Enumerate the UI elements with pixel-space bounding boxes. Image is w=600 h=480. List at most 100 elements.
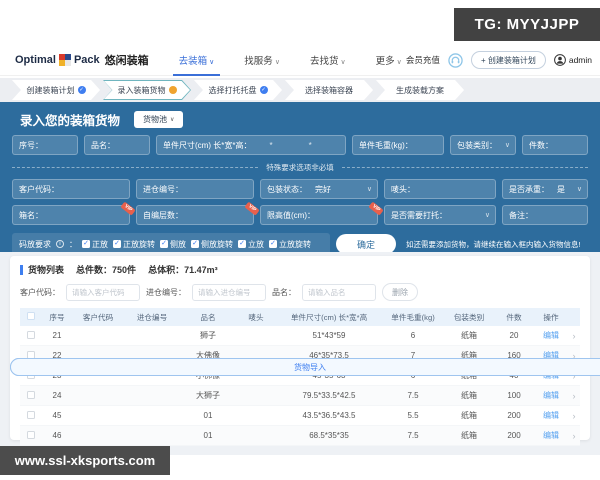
box-name-field[interactable]: 箱名： VIP <box>12 201 136 225</box>
vip-badge: VIP <box>368 201 384 216</box>
table-row[interactable]: 24 大狮子 79.5*33.5*42.5 7.5 纸箱 100 编辑 › <box>20 386 580 406</box>
info-icon[interactable]: i <box>56 240 64 248</box>
nav-item-find-cargo[interactable]: 去找货 ∨ <box>309 56 346 67</box>
checkbox-checked-icon: ✓ <box>160 240 168 248</box>
app-logo[interactable]: Optimal Pack 悠闲装箱 <box>15 52 149 68</box>
edit-link[interactable]: 编辑 <box>543 411 559 420</box>
vip-badge: VIP <box>120 201 136 216</box>
checkbox-side-rotate[interactable]: ✓ 侧放旋转 <box>191 239 233 249</box>
cargo-pool-button[interactable]: 货物池 ∨ <box>134 111 184 128</box>
chevron-right-icon[interactable]: › <box>572 430 576 441</box>
row-checkbox[interactable] <box>27 430 35 439</box>
delete-button[interactable]: 删除 <box>382 283 418 301</box>
edit-link[interactable]: 编辑 <box>543 431 559 440</box>
chevron-down-icon: ∨ <box>366 186 372 193</box>
warehouse-no-input[interactable] <box>192 283 266 301</box>
cell-package: 纸箱 <box>461 431 477 440</box>
step-generate-plan[interactable]: 生成装载方案 <box>376 80 464 100</box>
select-all-checkbox[interactable] <box>27 312 35 320</box>
checkbox-stand[interactable]: ✓ 立放 <box>238 239 264 249</box>
stacking-row: 码放要求 i： ✓ 正放 ✓ 正放旋转 ✓ 侧放 ✓ 侧放旋转 ✓ 立放 ✓ 立放旋转 确定 … <box>12 233 588 255</box>
col-customer: 客户代码 <box>82 312 114 322</box>
height-limit-field[interactable]: 限高值(cm)： VIP <box>260 201 384 225</box>
qty-field[interactable]: 件数： <box>522 135 588 155</box>
edit-link[interactable]: 编辑 <box>543 331 559 340</box>
step-select-pallet[interactable]: 选择打托托盘 ✓ <box>194 80 282 100</box>
cell-package: 纸箱 <box>461 391 477 400</box>
customer-code-input[interactable] <box>66 283 140 301</box>
seq-field[interactable]: 序号： <box>12 135 78 155</box>
logo-text-pack: Pack <box>73 54 100 66</box>
need-pallet-select[interactable]: 是否需要打托： ∨ <box>384 205 496 225</box>
checkbox-upright[interactable]: ✓ 正放 <box>82 239 108 249</box>
step-enter-cargo[interactable]: 录入装箱货物 <box>103 80 191 100</box>
name-field[interactable]: 品名： <box>84 135 150 155</box>
table-row[interactable]: 45 01 43.5*36.5*43.5 5.5 纸箱 200 编辑 › <box>20 406 580 426</box>
edit-link[interactable]: 编辑 <box>543 391 559 400</box>
row-checkbox[interactable] <box>27 410 35 419</box>
cell-weight: 7.5 <box>407 391 419 400</box>
tg-overlay-badge: TG: MYYJJPP <box>454 8 600 41</box>
bearing-select[interactable]: 是否承重：是 ∨ <box>502 179 588 199</box>
user-menu[interactable]: admin <box>553 54 592 66</box>
chevron-right-icon[interactable]: › <box>572 390 576 401</box>
row-checkbox[interactable] <box>27 330 35 339</box>
warehouse-no-field[interactable]: 进仓编号： <box>136 179 254 199</box>
customer-service-icon[interactable] <box>448 52 463 68</box>
nav-item-more[interactable]: 更多 ∨ <box>375 56 402 67</box>
create-plan-button[interactable]: + 创建装箱计划 <box>470 51 546 69</box>
chevron-right-icon[interactable]: › <box>572 330 576 341</box>
chevron-right-icon[interactable]: › <box>572 350 576 361</box>
customer-code-field[interactable]: 客户代码： <box>12 179 130 199</box>
import-cargo-button[interactable]: 货物导入 <box>10 358 600 376</box>
cell-seq: 24 <box>52 391 62 400</box>
cell-name: 大佛像 <box>196 351 220 360</box>
panel-header: 货物列表 总件数：750件 总体积：71.47m³ <box>20 263 580 276</box>
username: admin <box>568 55 592 65</box>
header-right: 会员充值 + 创建装箱计划 admin <box>406 51 592 69</box>
pack-state-select[interactable]: 包装状态： 完好 ∨ <box>260 179 378 199</box>
cargo-entry-section: 录入您的装箱货物 货物池 ∨ 序号： 品名： 单件尺寸(cm) 长*宽*高： * … <box>0 102 600 255</box>
form-row-3: 箱名： VIP 自编层数： VIP 限高值(cm)： VIP 是否需要打托： ∨ 备注： <box>12 201 588 225</box>
product-name-input[interactable] <box>302 283 376 301</box>
cell-seq: 46 <box>52 431 62 440</box>
step-select-container[interactable]: 选择装箱容器 <box>285 80 373 100</box>
form-row-1: 序号： 品名： 单件尺寸(cm) 长*宽*高： * * 单件毛重(kg)： 包装… <box>12 135 588 155</box>
table-row[interactable]: 21 狮子 51*43*59 6 纸箱 20 编辑 › <box>20 326 580 346</box>
confirm-button[interactable]: 确定 <box>336 234 396 254</box>
remark-field[interactable]: 备注： <box>502 205 588 225</box>
shipping-mark-field[interactable]: 唛头： <box>384 179 496 199</box>
checkbox-stand-rotate[interactable]: ✓ 立放旋转 <box>269 239 311 249</box>
filter-label-customer: 客户代码： <box>20 287 60 297</box>
size-field[interactable]: 单件尺寸(cm) 长*宽*高： * * <box>156 135 346 155</box>
cell-name: 01 <box>203 411 213 420</box>
cargo-table-body: 21 狮子 51*43*59 6 纸箱 20 编辑 › 22 大佛像 46*35… <box>20 326 580 446</box>
package-type-select[interactable]: 包装类别： ∨ <box>450 135 516 155</box>
cell-name: 狮子 <box>200 331 216 340</box>
edit-link[interactable]: 编辑 <box>543 351 559 360</box>
step-done-icon: ✓ <box>79 87 84 93</box>
chevron-right-icon[interactable]: › <box>572 410 576 421</box>
cell-name: 01 <box>203 431 213 440</box>
checkbox-side[interactable]: ✓ 侧放 <box>160 239 186 249</box>
col-package: 包装类别 <box>453 312 485 322</box>
step-done-icon: ✓ <box>261 87 266 93</box>
nav-item-services[interactable]: 找服务 ∨ <box>244 56 280 67</box>
cell-qty: 160 <box>507 351 521 360</box>
chevron-down-icon: ∨ <box>170 117 175 123</box>
cell-size: 43.5*36.5*43.5 <box>302 411 356 420</box>
table-row[interactable]: 46 01 68.5*35*35 7.5 纸箱 200 编辑 › <box>20 426 580 446</box>
col-mark: 唛头 <box>248 312 264 322</box>
step-create-plan[interactable]: 创建装箱计划 ✓ <box>12 80 100 100</box>
member-recharge-link[interactable]: 会员充值 <box>405 55 440 65</box>
weight-field[interactable]: 单件毛重(kg)： <box>352 135 444 155</box>
checkbox-upright-rotate[interactable]: ✓ 正放旋转 <box>113 239 155 249</box>
form-row-2: 客户代码： 进仓编号： 包装状态： 完好 ∨ 唛头： 是否承重：是 ∨ <box>12 179 588 199</box>
cell-package: 纸箱 <box>461 331 477 340</box>
logo-text-optimal: Optimal <box>15 54 56 66</box>
row-checkbox[interactable] <box>27 390 35 399</box>
nav-item-pack[interactable]: 去装箱 ∨ <box>172 44 220 76</box>
checkbox-checked-icon: ✓ <box>269 240 277 248</box>
layer-count-field[interactable]: 自编层数： VIP <box>136 201 260 225</box>
